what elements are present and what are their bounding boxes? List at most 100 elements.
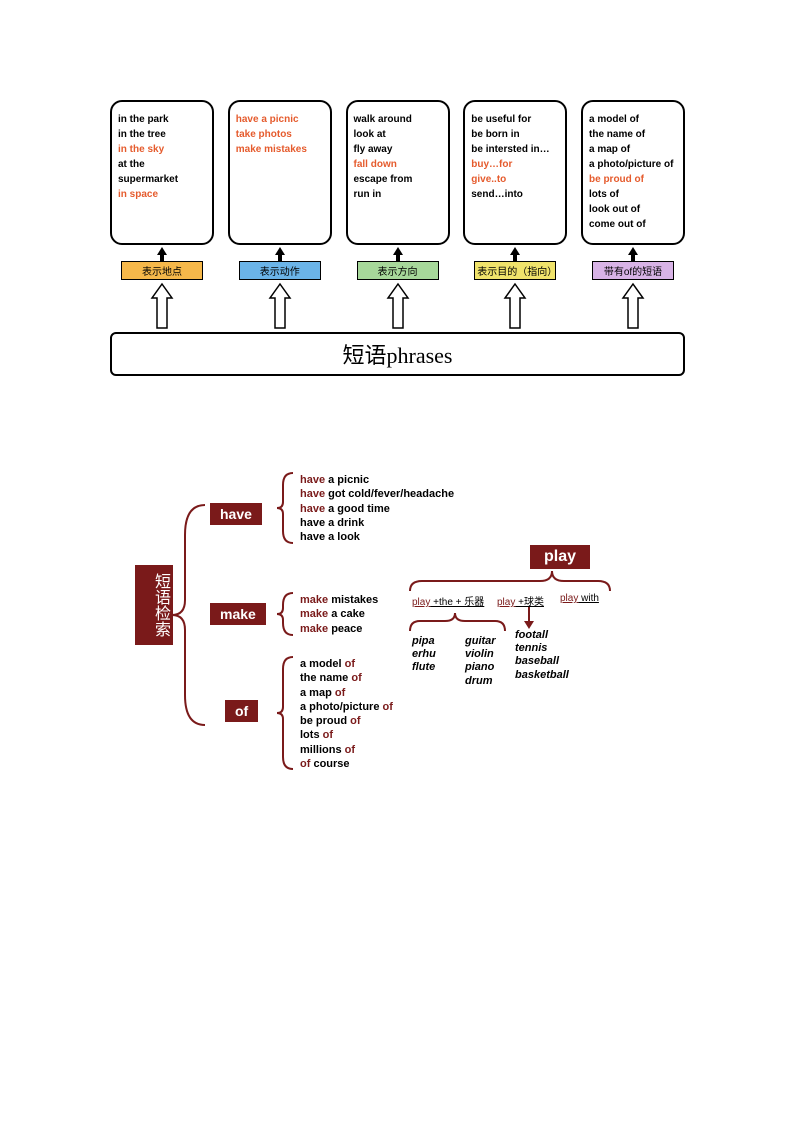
main-title: 短语phrases (110, 332, 685, 376)
small-arrow (228, 247, 332, 261)
branch-list-of: a model ofthe name ofa map ofa photo/pic… (300, 657, 393, 771)
card-line: in the tree (118, 127, 206, 142)
play-column: pipaerhuflute (412, 635, 436, 675)
list-item: tennis (515, 642, 569, 655)
card-line: be useful for (471, 112, 559, 127)
category-label: 表示方向 (357, 261, 439, 280)
list-line: make mistakes (300, 593, 378, 607)
main-bracket (170, 505, 210, 725)
big-arrow (228, 284, 332, 328)
list-item: pipa (412, 635, 436, 648)
category-label: 带有of的短语 (592, 261, 674, 280)
card-line: have a picnic (236, 112, 324, 127)
list-item: piano (465, 661, 496, 674)
category-label: 表示动作 (239, 261, 321, 280)
list-line: make a cake (300, 607, 378, 621)
card-line: in the sky (118, 142, 206, 157)
card-line: be born in (471, 127, 559, 142)
list-line: have a picnic (300, 473, 454, 487)
card-1: have a picnictake photosmake mistakes (228, 100, 332, 245)
branch-bracket (275, 657, 297, 769)
card-line: take photos (236, 127, 324, 142)
card-line: a photo/picture of (589, 157, 677, 172)
list-item: guitar (465, 635, 496, 648)
card-line: in the park (118, 112, 206, 127)
play-sub: play +the + 乐器 (412, 593, 484, 608)
small-arrow (581, 247, 685, 261)
list-line: make peace (300, 622, 378, 636)
small-arrows (110, 247, 685, 261)
play-column: guitarviolinpianodrum (465, 635, 496, 688)
list-item: erhu (412, 648, 436, 661)
list-item: flute (412, 661, 436, 674)
list-item: footall (515, 629, 569, 642)
list-item: basketball (515, 669, 569, 682)
big-arrow (463, 284, 567, 328)
branch-bracket (275, 473, 297, 543)
bottom-diagram: 短语检索 have have a picnichave got cold/feve… (135, 465, 675, 765)
play-sub: play with (560, 593, 599, 604)
card-line: look at (354, 127, 442, 142)
list-line: have a look (300, 530, 454, 544)
branch-label-have: have (210, 503, 262, 525)
top-diagram: in the parkin the treein the skyat the s… (110, 100, 685, 376)
branch-list-have: have a picnichave got cold/fever/headach… (300, 473, 454, 544)
small-arrow (110, 247, 214, 261)
play-sub: play +球类 (497, 593, 544, 608)
big-arrows (110, 284, 685, 328)
card-line: the name of (589, 127, 677, 142)
list-line: be proud of (300, 714, 393, 728)
category-label: 表示地点 (121, 261, 203, 280)
list-item: drum (465, 675, 496, 688)
card-line: be proud of (589, 172, 677, 187)
list-item: violin (465, 648, 496, 661)
list-line: have a good time (300, 502, 454, 516)
card-line: buy…for (471, 157, 559, 172)
card-4: a model ofthe name ofa map ofa photo/pic… (581, 100, 685, 245)
card-line: send…into (471, 187, 559, 202)
page: in the parkin the treein the skyat the s… (0, 0, 794, 1123)
list-item: baseball (515, 655, 569, 668)
down-arrow-icon (523, 607, 535, 629)
card-line: a model of (589, 112, 677, 127)
card-3: be useful forbe born inbe intersted in…b… (463, 100, 567, 245)
card-line: give..to (471, 172, 559, 187)
list-line: a photo/picture of (300, 700, 393, 714)
card-line: come out of (589, 217, 677, 232)
list-line: millions of (300, 743, 393, 757)
card-line: fall down (354, 157, 442, 172)
small-arrow (346, 247, 450, 261)
branch-bracket (275, 593, 297, 635)
list-line: lots of (300, 728, 393, 742)
card-0: in the parkin the treein the skyat the s… (110, 100, 214, 245)
card-2: walk aroundlook atfly awayfall downescap… (346, 100, 450, 245)
play-box: play (530, 545, 590, 569)
card-line: in space (118, 187, 206, 202)
card-line: make mistakes (236, 142, 324, 157)
category-label: 表示目的（指向） (474, 261, 556, 280)
list-line: have got cold/fever/headache (300, 487, 454, 501)
card-line: at the supermarket (118, 157, 206, 187)
card-line: escape from (354, 172, 442, 187)
list-line: the name of (300, 671, 393, 685)
small-arrow (463, 247, 567, 261)
list-line: a model of (300, 657, 393, 671)
card-line: lots of (589, 187, 677, 202)
card-line: walk around (354, 112, 442, 127)
card-line: be intersted in… (471, 142, 559, 157)
list-line: a map of (300, 686, 393, 700)
branch-list-make: make mistakesmake a cakemake peace (300, 593, 378, 636)
list-line: of course (300, 757, 393, 771)
card-line: look out of (589, 202, 677, 217)
big-arrow (581, 284, 685, 328)
instr-bracket (410, 613, 510, 633)
play-bracket (410, 571, 610, 593)
category-labels: 表示地点 表示动作 表示方向 表示目的（指向） 带有of的短语 (110, 261, 685, 280)
cards-row: in the parkin the treein the skyat the s… (110, 100, 685, 245)
card-line: fly away (354, 142, 442, 157)
branch-label-make: make (210, 603, 266, 625)
root-box: 短语检索 (135, 565, 173, 645)
play-column: footalltennisbaseballbasketball (515, 629, 569, 682)
branch-label-of: of (225, 700, 258, 722)
list-line: have a drink (300, 516, 454, 530)
